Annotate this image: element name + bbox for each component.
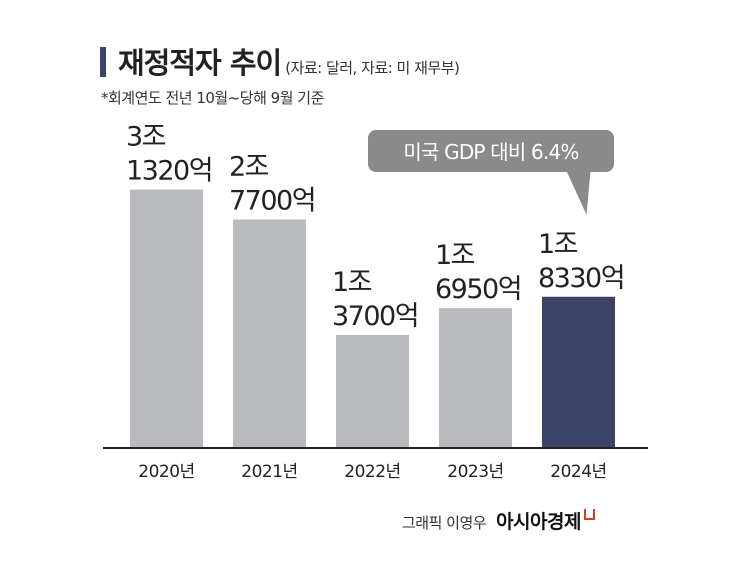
data-label: 3700억: [332, 301, 418, 332]
callout-box: [368, 130, 614, 172]
chart-credit: 그래픽 이영우 아시아경제: [402, 507, 595, 534]
chart-note: *회계연도 전년 10월~당해 9월 기준: [101, 89, 324, 107]
bar-2020년: [130, 189, 203, 449]
bar-2023년: [439, 308, 512, 448]
x-tick-label: 2023년: [447, 462, 503, 482]
graphic-credit: 그래픽 이영우: [402, 514, 487, 532]
data-label: 7700억: [229, 185, 315, 216]
bar-2024년: [542, 296, 615, 448]
data-label: 1320억: [126, 156, 212, 187]
chart-source: (자료: 달러, 자료: 미 재무부): [285, 59, 460, 77]
data-label: 1조: [435, 240, 475, 271]
data-label: 1조: [538, 229, 578, 260]
data-label: 2조: [229, 151, 269, 182]
x-tick-label: 2020년: [138, 462, 194, 482]
callout-text: 미국 GDP 대비 6.4%: [403, 140, 578, 164]
brand-mark-icon: [583, 509, 595, 520]
x-tick-label: 2024년: [550, 462, 606, 482]
title-accent-bar: [100, 47, 106, 77]
data-label: 3조: [126, 122, 166, 153]
chart-title: 재정적자 추이: [118, 46, 282, 80]
chart-header: 재정적자 추이 (자료: 달러, 자료: 미 재무부): [100, 40, 460, 82]
data-label: 6950억: [435, 274, 521, 305]
data-label: 1조: [332, 267, 372, 298]
x-tick-label: 2021년: [241, 462, 297, 482]
bar-2021년: [233, 219, 306, 448]
bar-2022년: [336, 334, 409, 448]
callout-pointer: [566, 171, 591, 215]
data-label: 8330억: [538, 263, 624, 294]
x-tick-label: 2022년: [344, 462, 400, 482]
brand-logo: 아시아경제: [496, 511, 581, 533]
